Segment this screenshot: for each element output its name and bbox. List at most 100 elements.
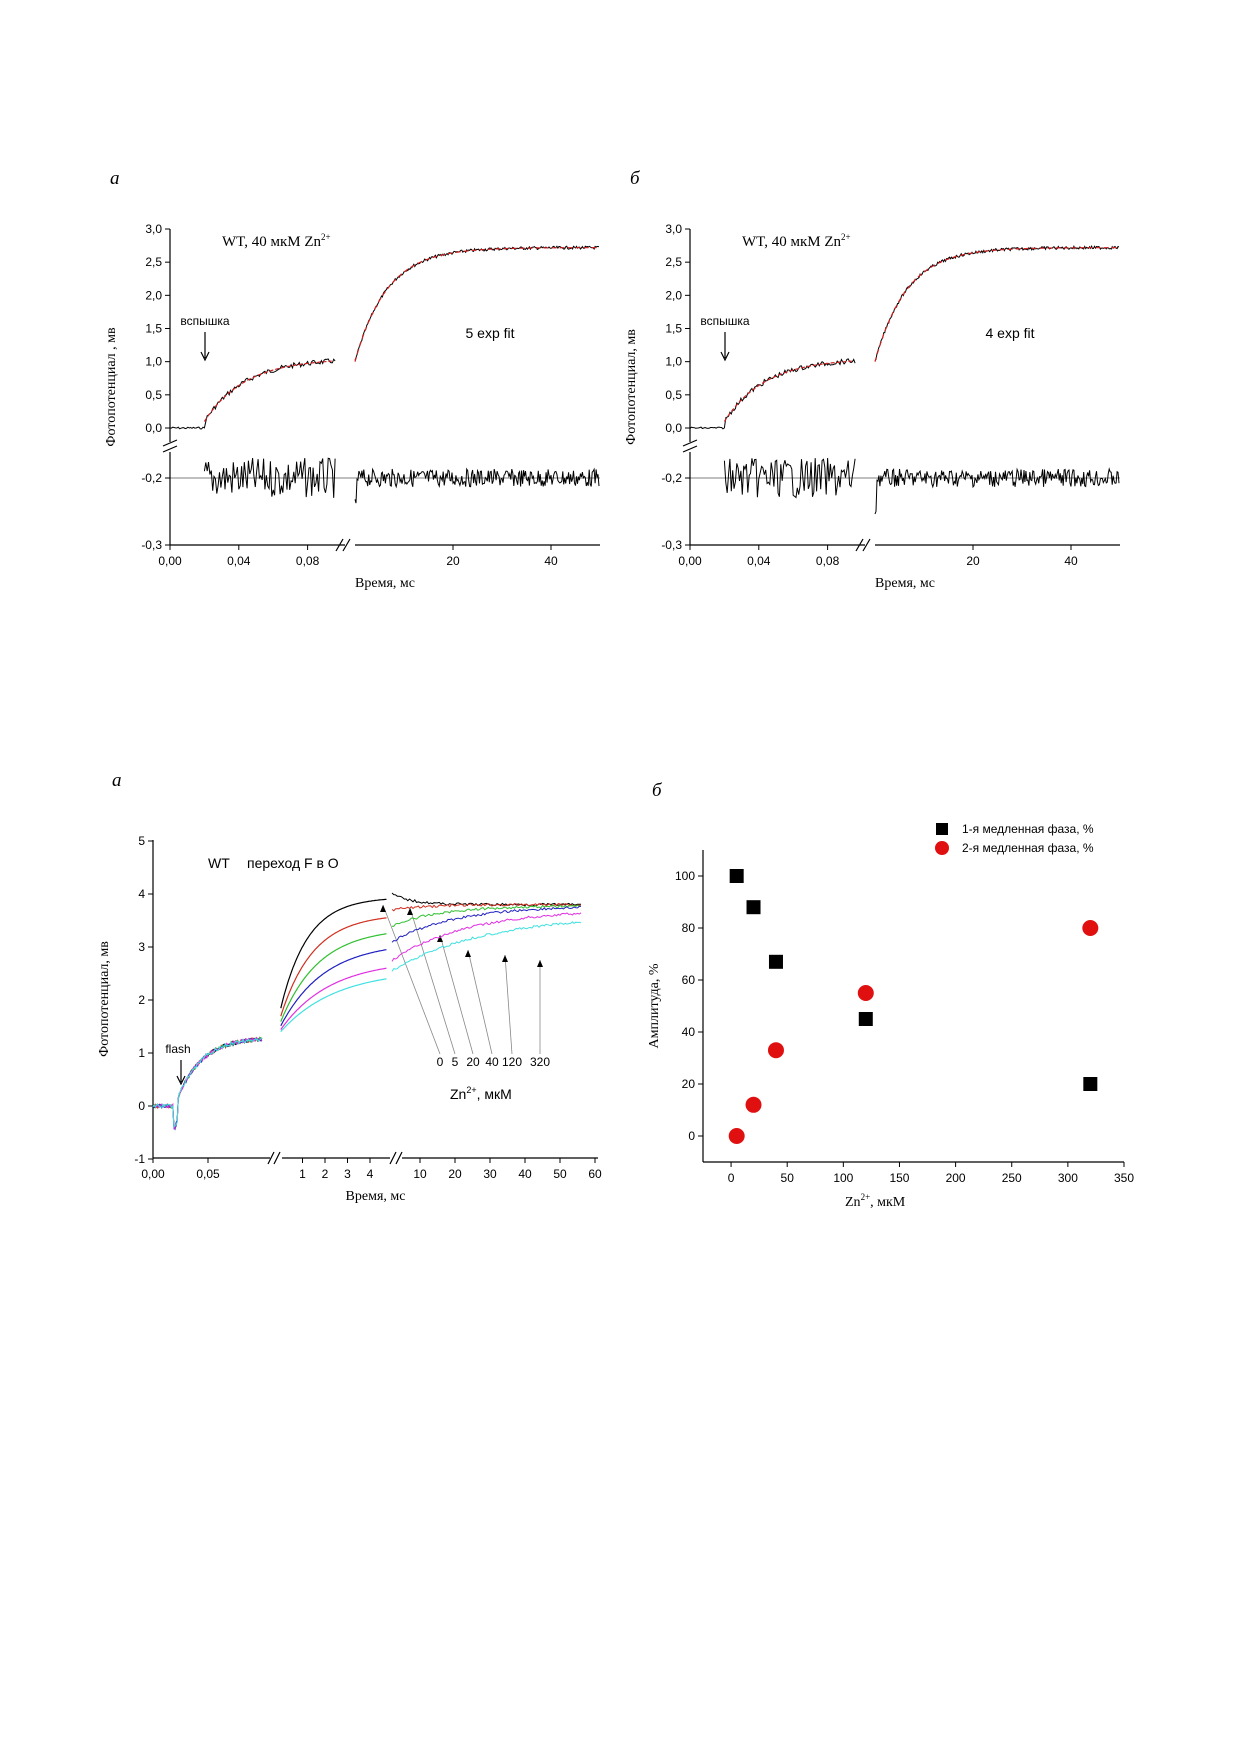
x-tick-label: 30 [483,1167,497,1181]
x-tick-label: 2 [322,1167,329,1181]
x-tick-label: 4 [367,1167,374,1181]
y-tick-label: 5 [138,834,145,848]
x-axis-label: Время, мс [346,1189,406,1204]
y-tick-label: 100 [675,869,695,883]
x-tick-label: 60 [588,1167,602,1181]
y-axis-label: Амплитуда, % [647,963,662,1048]
residual-fast [203,457,336,498]
y-tick-label: 60 [682,973,696,987]
trace-late-5 [391,902,582,912]
leader-line-0 [382,904,441,1055]
legend-label-20: 20 [466,1055,480,1069]
x-axis-label: Zn2+, мкМ [845,1192,906,1210]
y-tick-label: 2 [138,993,145,1007]
x-axis-break [335,538,351,552]
fit-annotation: 5 exp fit [465,325,514,341]
panel-letter-top-b: б [630,168,640,189]
y-tick-label: 0 [688,1129,695,1143]
panel-letter-bot-b: б [652,780,662,801]
trace-mid-5 [280,917,387,1017]
y-axis-label: Фотопотенциал , мв [104,327,119,447]
leader-arrow-5 [407,908,413,915]
x-tick-label: 50 [553,1167,567,1181]
flash-label: вспышка [180,314,230,328]
chart-title-wt: WT [208,855,230,871]
signal-slow-phase [874,244,1120,362]
point-circle [1082,920,1099,936]
y-tick-label: 3,0 [145,222,162,236]
x-tick-label: 3 [344,1167,351,1181]
y-tick-label: 3,0 [665,222,682,236]
trace-mid-20 [280,933,387,1022]
x-tick-label: 0,00 [158,554,182,568]
leader-arrow-40 [465,950,471,957]
x-tick-label: 0,08 [296,554,320,568]
fit-slow-phase [874,247,1119,362]
leader-arrow-0 [380,905,386,912]
point-square [858,1012,873,1026]
legend-label-120: 120 [502,1055,522,1069]
y-tick-label: 2,0 [145,288,162,302]
x-axis-label: Время, мс [355,576,415,591]
trace-mid-40 [280,949,387,1027]
x-tick-label: 20 [448,1167,462,1181]
flash-label: вспышка [700,314,750,328]
x-tick-label: 200 [946,1171,966,1185]
x-tick-label: 0,04 [747,554,771,568]
residual-slow [874,467,1120,515]
x-tick-label: 1 [299,1167,306,1181]
signal-slow-phase [354,245,599,361]
y-tick-label: 1,0 [665,355,682,369]
point-circle [857,985,874,1001]
signal-fast-phase [169,358,336,430]
trace-late-20 [391,904,581,927]
x-tick-label: 0,00 [678,554,702,568]
point-square [729,869,744,883]
signal-fast-phase [689,358,856,430]
x-tick-label: 40 [518,1167,532,1181]
flash-label: flash [165,1042,190,1056]
y-tick-label: 1,5 [145,322,162,336]
x-axis-break [855,538,871,552]
x-tick-label: 250 [1002,1171,1022,1185]
flash-arrow [200,332,210,362]
x-tick-label: 150 [889,1171,909,1185]
panel-letter-top-a: а [110,168,120,189]
y-tick-label: -0,3 [661,538,682,552]
y-tick-label: 80 [682,921,696,935]
trace-late-0 [391,892,581,907]
point-circle [745,1096,762,1113]
y-tick-label: 1,0 [145,355,162,369]
flash-arrow [176,1060,186,1086]
x-tick-label: 300 [1058,1171,1078,1185]
legend-label-40: 40 [485,1055,499,1069]
x-tick-label: 100 [833,1171,853,1185]
y-axis-label: Фотопотенциал, мв [624,329,639,445]
y-tick-label: 2,0 [665,288,682,302]
leader-line-20 [439,934,474,1055]
y-tick-label: 0,0 [665,421,682,435]
point-square [746,900,761,915]
trace-late-40 [391,905,582,943]
fit-fast-phase [723,360,852,422]
legend-title: Zn2+, мкМ [450,1085,512,1102]
x-tick-label: 350 [1114,1171,1134,1185]
chart-title: WT, 40 мкМ Zn2+ [742,232,851,250]
chart-title: переход F в O [247,855,339,871]
y-tick-label: 0,0 [145,421,162,435]
legend-marker-circle [935,841,949,855]
trace-late-120 [391,912,582,962]
leader-arrow-120 [502,955,508,962]
legend-label: 1-я медленная фаза, % [962,822,1094,836]
x-tick-label: 0,00 [141,1167,165,1181]
x-axis-break-2 [389,1151,403,1165]
x-axis-break-1 [267,1151,281,1165]
x-tick-label: 0 [728,1171,735,1185]
y-tick-label: 1,5 [665,322,682,336]
y-tick-label: -0,2 [661,471,682,485]
point-circle [728,1128,745,1144]
chart-title: WT, 40 мкМ Zn2+ [222,232,331,250]
leader-arrow-20 [437,935,443,942]
trace-late-320 [391,921,582,972]
leader-arrow-320 [537,960,543,967]
